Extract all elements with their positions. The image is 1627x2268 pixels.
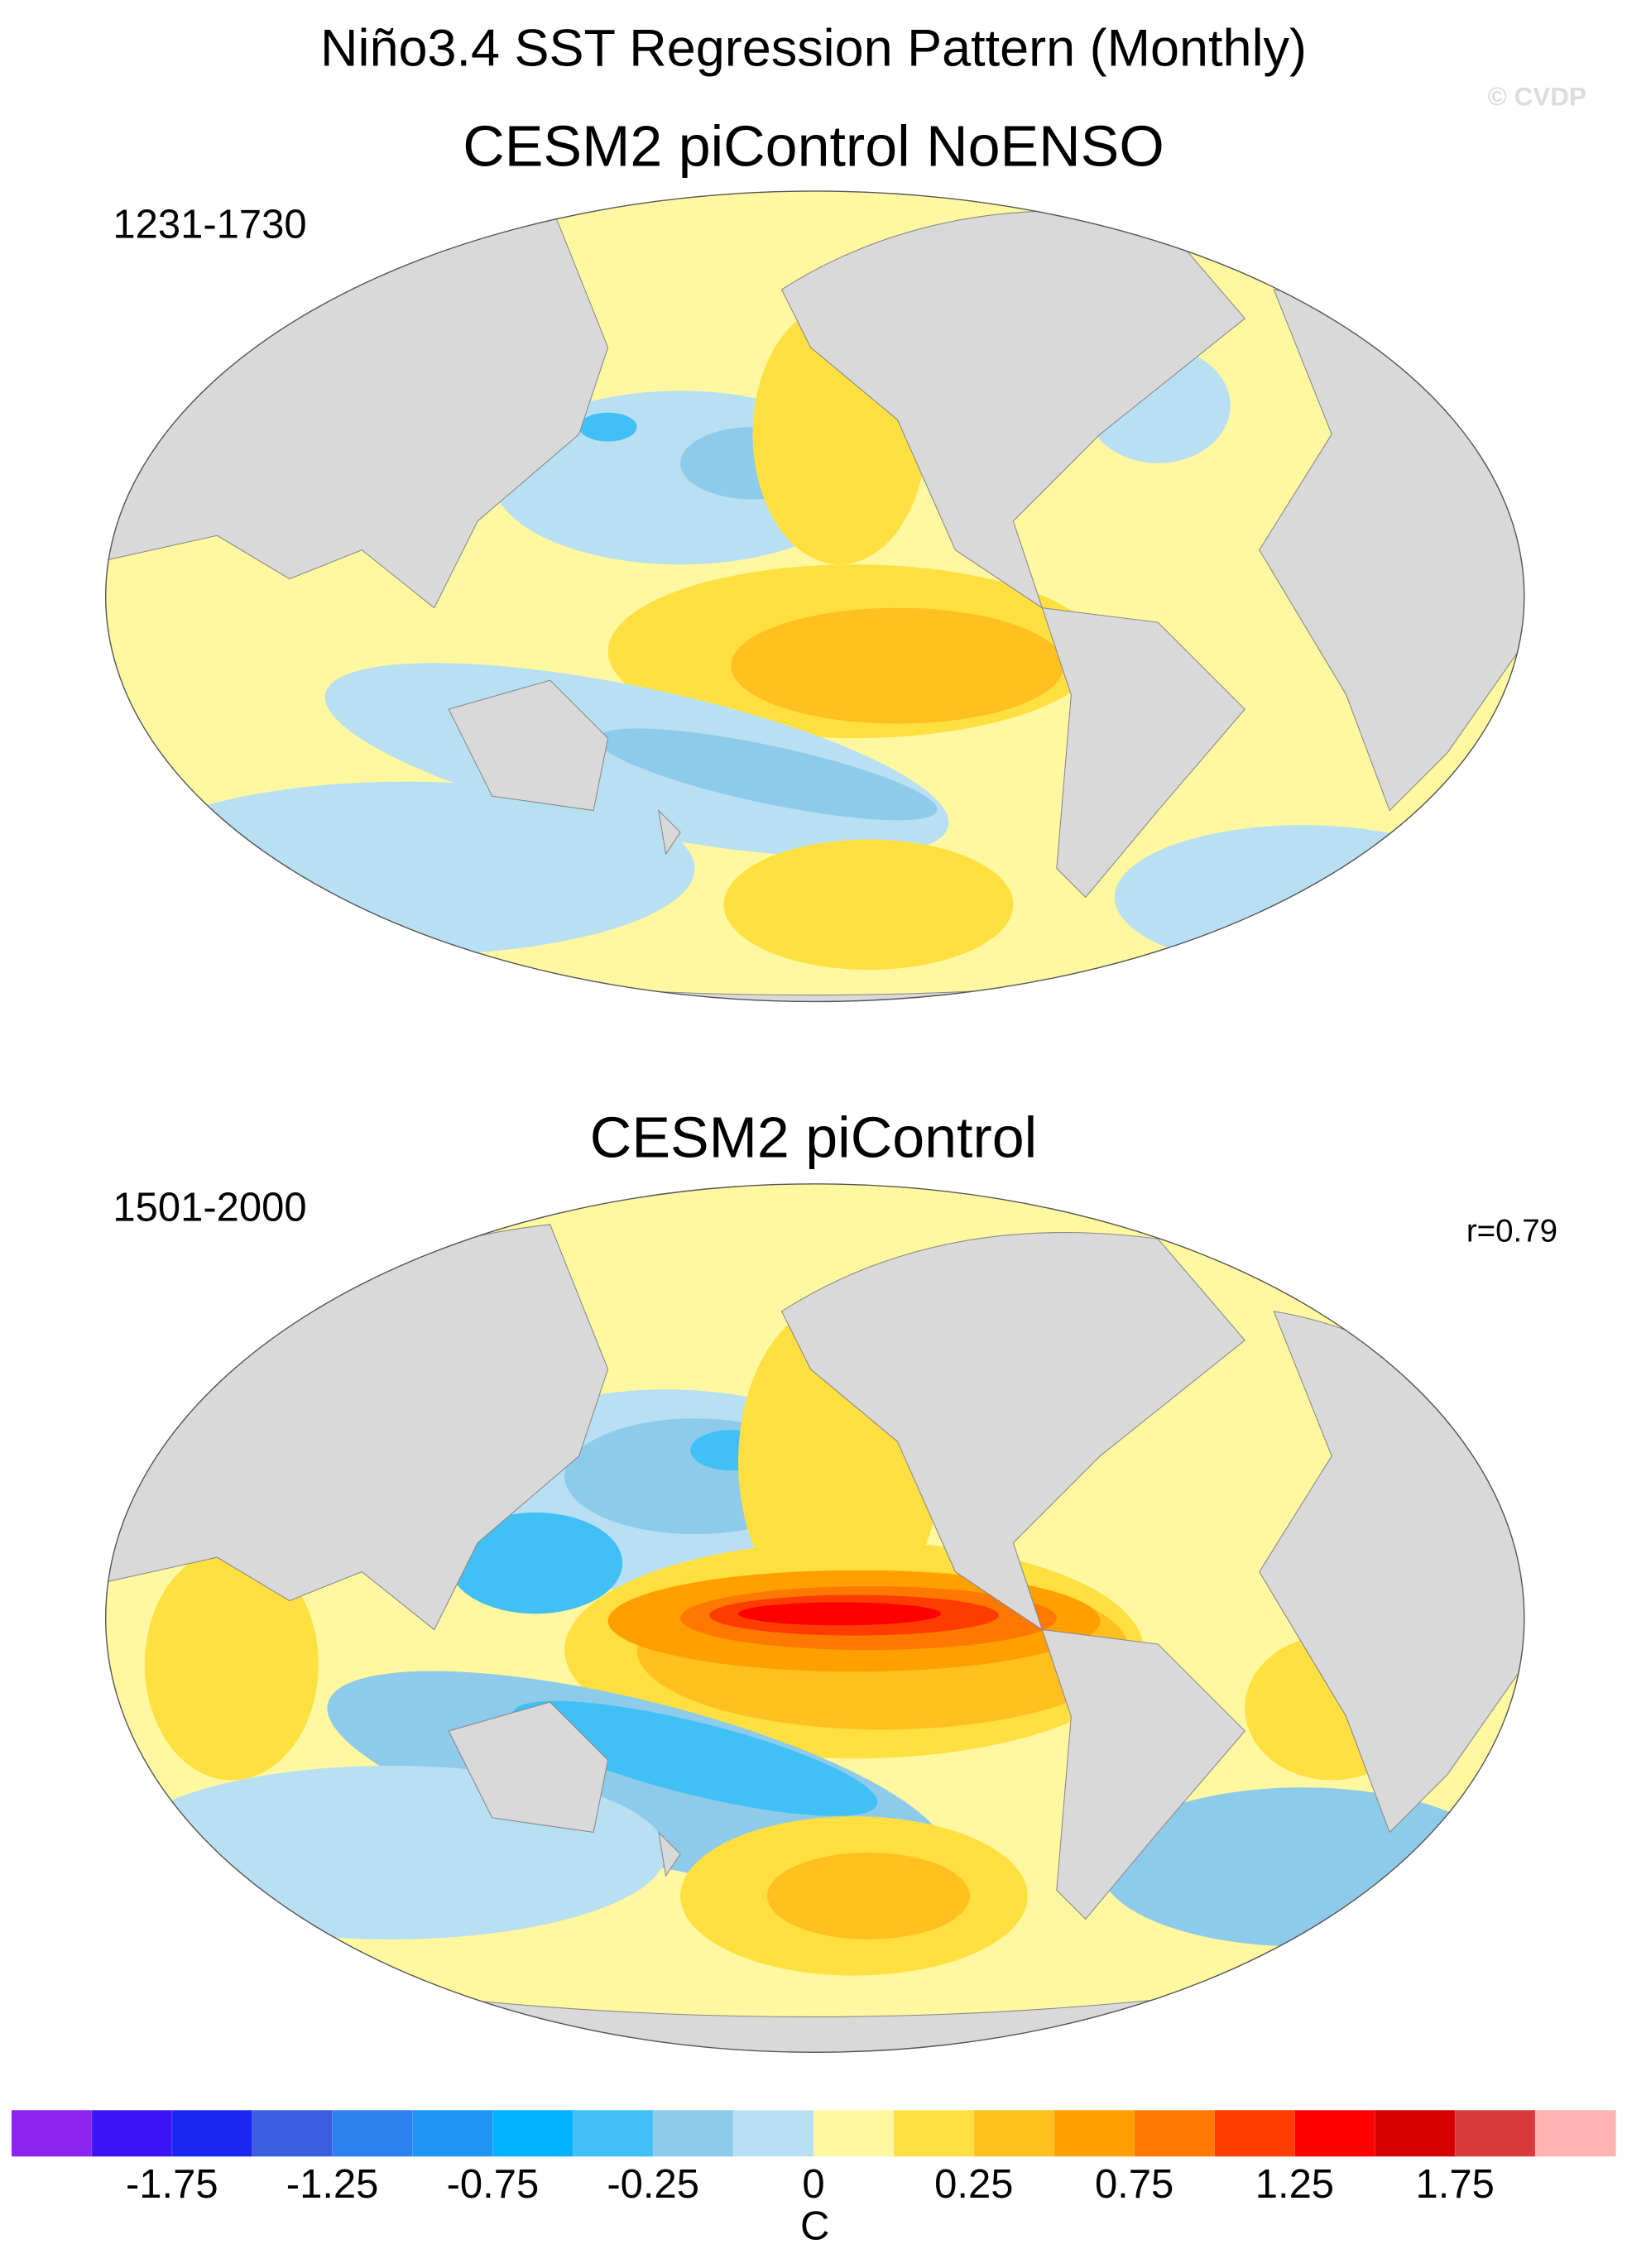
sst-region [597, 728, 938, 821]
sst-region [738, 1602, 941, 1626]
map [105, 190, 1524, 1002]
color-box [332, 2110, 414, 2157]
color-box [653, 2110, 734, 2157]
color-box [11, 2110, 93, 2157]
colorbar-unit: C [800, 2204, 829, 2249]
map-outline [104, 190, 1525, 1003]
color-box [573, 2110, 654, 2157]
color-box [1535, 2110, 1616, 2157]
sst-region [767, 1852, 970, 1940]
colorbar-tick-label: 1.75 [1416, 2162, 1495, 2207]
colorbar-tick-label: 0.75 [1095, 2162, 1173, 2207]
sst-region [115, 781, 695, 956]
panel-period: 1231-1730 [113, 203, 306, 247]
colorbar-tick-label: 0 [802, 2162, 824, 2207]
sst-region [449, 1512, 623, 1614]
colorbar-tick-label: -0.75 [447, 2162, 540, 2207]
color-box [252, 2110, 334, 2157]
sst-region [1114, 825, 1491, 970]
color-box [171, 2110, 253, 2157]
panel-period: 1501-2000 [113, 1185, 306, 1230]
sst-region [511, 1700, 878, 1816]
color-box [492, 2110, 574, 2157]
panel-title: CESM2 piControl NoENSO [463, 113, 1164, 178]
color-box [1375, 2110, 1456, 2157]
color-box [91, 2110, 173, 2157]
color-box [1134, 2110, 1216, 2157]
sst-region [731, 607, 1064, 724]
sst-region [144, 1548, 319, 1781]
colorbar: -1.75 -1.25 -0.75 -0.25 0 0.25 0.75 1.25 1.75 [11, 2110, 1616, 2207]
colorbar-tick-label: 0.25 [934, 2162, 1013, 2207]
sst-region [578, 412, 637, 442]
color-box [1053, 2110, 1135, 2157]
correlation: r=0.79 [1466, 1213, 1557, 1249]
color-box [412, 2110, 493, 2157]
panel-title: CESM2 piControl [590, 1105, 1037, 1170]
color-box [814, 2110, 895, 2157]
color-box [893, 2110, 975, 2157]
color-box [733, 2110, 814, 2157]
color-box [1455, 2110, 1536, 2157]
colorbar-tick-label: -1.75 [126, 2162, 218, 2207]
map-outline [104, 1183, 1525, 2054]
color-box [1294, 2110, 1375, 2157]
copyright: © CVDP [1488, 82, 1586, 111]
colorbar-tick-label: 1.25 [1255, 2162, 1334, 2207]
color-box [973, 2110, 1055, 2157]
colorbar-tick-label: -0.25 [607, 2162, 699, 2207]
figure-title: Niño3.4 SST Regression Pattern (Monthly) [320, 20, 1307, 78]
color-box [1214, 2110, 1295, 2157]
colorbar-tick-label: -1.25 [286, 2162, 379, 2207]
map [105, 1183, 1524, 2053]
sst-region [723, 839, 1014, 970]
